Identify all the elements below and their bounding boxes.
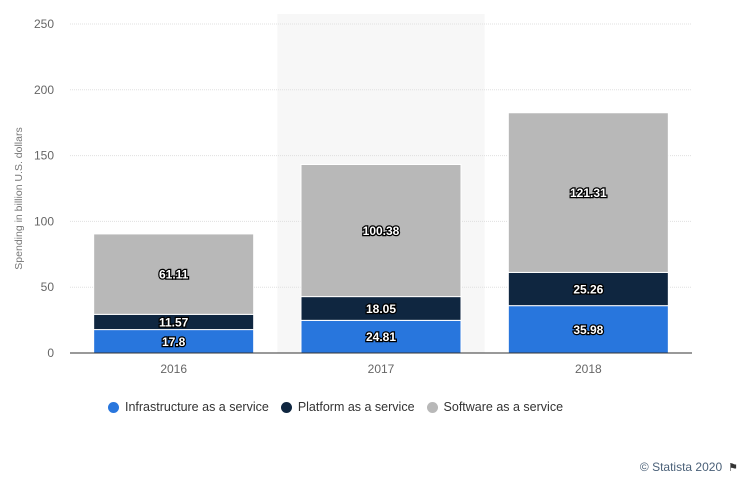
credit: © Statista 2020 ⚑ <box>640 460 738 474</box>
y-tick-label: 200 <box>34 83 54 97</box>
y-tick-label: 150 <box>34 149 54 163</box>
data-label: 18.05 <box>366 302 396 316</box>
x-tick-label: 2018 <box>575 362 602 376</box>
data-label: 35.98 <box>573 323 603 337</box>
data-label: 61.11 <box>159 268 189 282</box>
data-label: 11.57 <box>159 315 189 329</box>
bar-segment <box>300 163 462 298</box>
data-label: 25.26 <box>573 283 603 297</box>
chart: 0 50 100 150 200 250 Spending in billion U.S. … <box>13 17 692 376</box>
legend-label: Software as a service <box>443 400 564 414</box>
data-label: 100.38 <box>363 224 400 238</box>
legend-item-saas[interactable]: Software as a service <box>426 400 564 414</box>
x-tick-label: 2016 <box>160 362 187 376</box>
y-tick-label: 0 <box>47 346 54 360</box>
legend-dot-icon <box>426 401 438 413</box>
legend-label: Infrastructure as a service <box>125 400 269 414</box>
bar-segment <box>93 233 255 315</box>
credit-text[interactable]: © Statista 2020 <box>639 460 723 474</box>
bar-segment <box>507 305 669 354</box>
data-label: 24.81 <box>366 330 396 344</box>
data-label: 121.31 <box>570 186 607 200</box>
bar-segment <box>507 112 669 273</box>
legend-dot-icon <box>280 401 292 413</box>
legend-dot-icon <box>108 401 119 413</box>
bar-segment <box>300 319 462 354</box>
x-tick-label: 2017 <box>368 362 395 376</box>
legend-label: Platform as a service <box>297 400 415 414</box>
legend-item-iaas[interactable]: Infrastructure as a service <box>108 400 269 414</box>
y-tick-label: 50 <box>41 280 55 294</box>
legend-item-paas[interactable]: Platform as a service <box>280 400 415 414</box>
y-tick-label: 100 <box>34 214 54 228</box>
legend: Infrastructure as a service Platform as … <box>108 400 563 414</box>
flag-icon[interactable]: ⚑ <box>728 461 738 474</box>
y-tick-label: 250 <box>34 17 54 31</box>
y-axis-label: Spending in billion U.S. dollars <box>13 127 25 269</box>
data-label: 17.8 <box>162 335 186 349</box>
